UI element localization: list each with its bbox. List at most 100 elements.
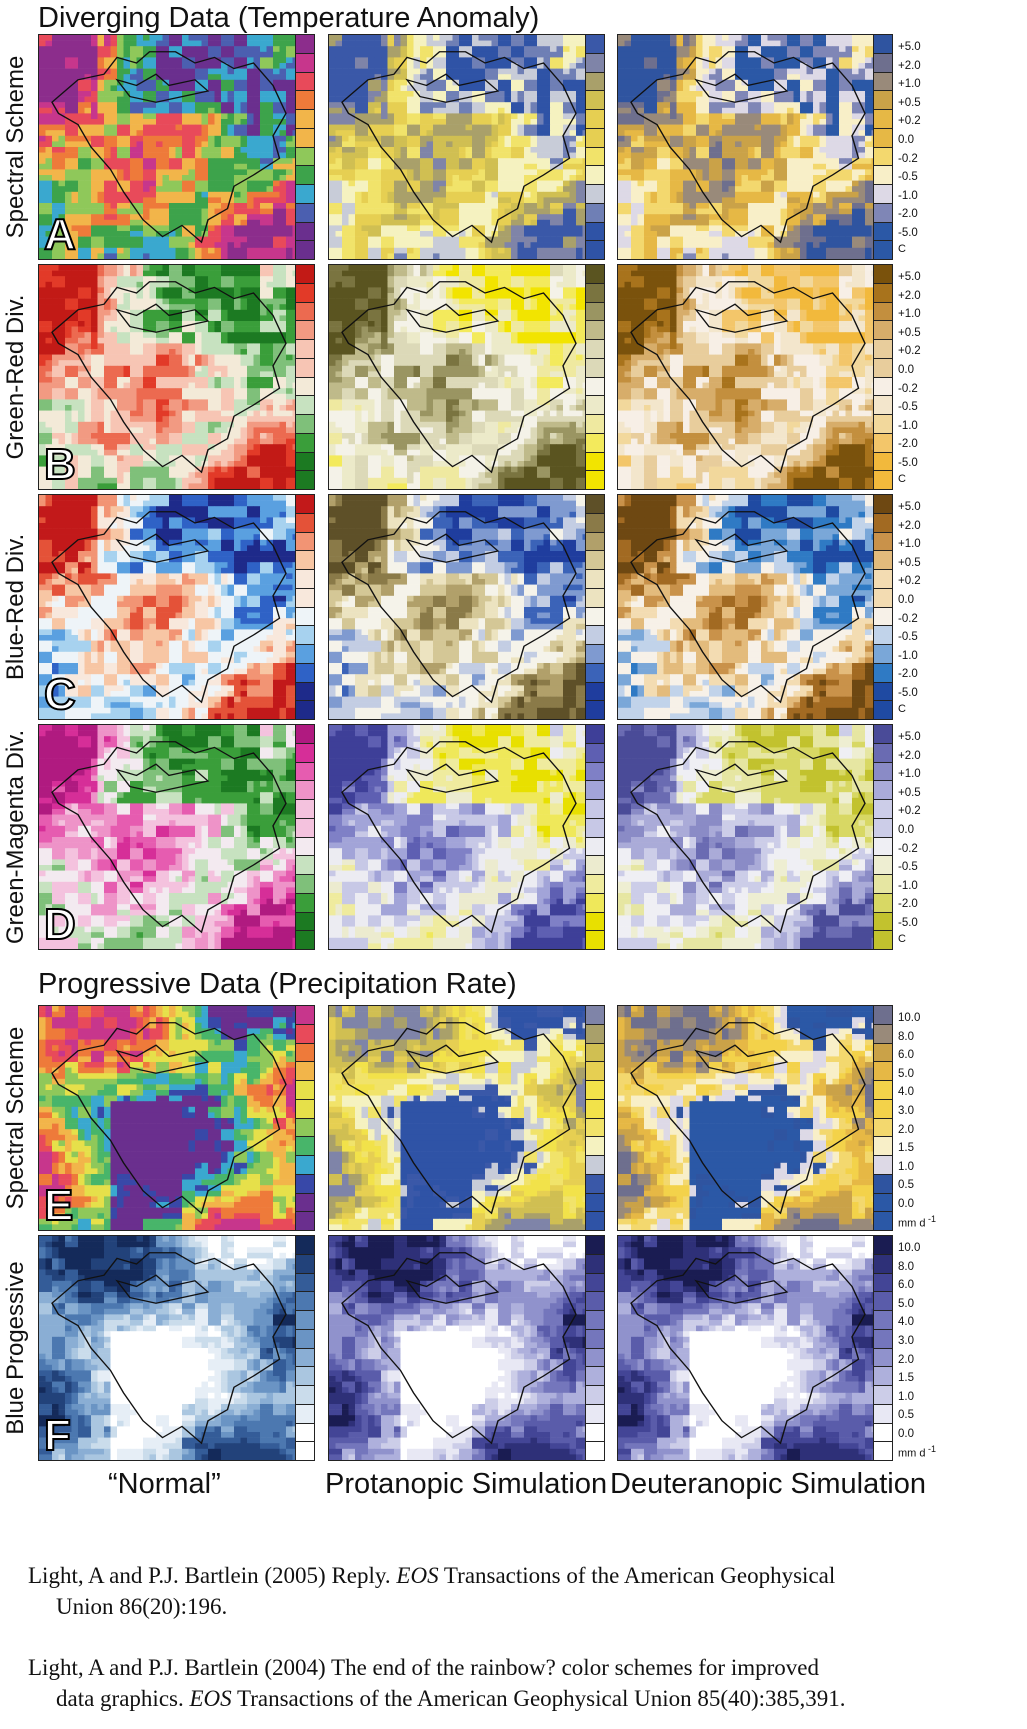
color-swatch	[874, 931, 892, 949]
color-swatch	[874, 588, 892, 608]
color-swatch	[296, 875, 314, 894]
coastline	[341, 1252, 577, 1445]
coastline	[51, 1252, 287, 1445]
color-swatch	[586, 1193, 604, 1213]
color-swatch	[586, 682, 604, 702]
color-swatch	[874, 321, 892, 340]
color-bar-protan	[585, 264, 605, 490]
color-swatch	[586, 513, 604, 533]
color-swatch	[296, 663, 314, 683]
color-swatch	[296, 53, 314, 73]
map-raster	[39, 1006, 299, 1230]
legend-tick-label: 2.0	[898, 1351, 958, 1370]
color-swatch	[874, 856, 892, 875]
legend-tick-label: 10.0	[898, 1009, 958, 1028]
column-label-protanopic: Protanopic Simulation	[325, 1468, 607, 1501]
color-swatch	[874, 53, 892, 73]
color-swatch	[296, 1099, 314, 1119]
color-swatch	[586, 701, 604, 719]
row-label: Green-Magenta Div.	[0, 724, 34, 950]
legend-tick-label: -2.0	[898, 895, 958, 914]
color-swatch	[586, 302, 604, 322]
legend-ticks: +5.0 +2.0 +1.0 +0.5 +0.2 0.0 -0.2 -0.5 -1.0 -2.0-…	[898, 38, 958, 243]
legend-unit: C	[898, 933, 906, 945]
color-swatch	[586, 1442, 604, 1460]
legend-ticks: 10.0 8.0 6.0 5.0 4.0 3.0 2.0 1.5 1.0 0.5 0.0	[898, 1009, 958, 1214]
color-swatch	[296, 471, 314, 489]
color-swatch	[586, 607, 604, 627]
panel-row-f: Blue Progessive F 10.0 8.0 6.0 5.0 4.0 3.0 2.0 1.…	[0, 1235, 1027, 1461]
color-bar-normal	[295, 494, 315, 720]
color-swatch	[874, 415, 892, 434]
color-swatch	[296, 452, 314, 472]
legend-tick-label: 10.0	[898, 1239, 958, 1258]
color-swatch	[874, 837, 892, 857]
color-swatch	[296, 1292, 314, 1311]
map-raster	[329, 1236, 589, 1460]
map-raster	[618, 495, 878, 719]
legend-tick-label: -0.5	[898, 168, 958, 187]
color-swatch	[296, 321, 314, 340]
color-swatch	[874, 1099, 892, 1119]
row-label: Spectral Scheme	[0, 34, 34, 260]
map-raster	[329, 1006, 589, 1230]
color-swatch	[586, 1367, 604, 1386]
legend-unit: C	[898, 243, 906, 255]
legend-tick-label: -5.0	[898, 684, 958, 703]
color-bar-normal	[295, 1235, 315, 1461]
legend-tick-label: +0.5	[898, 324, 958, 343]
color-swatch	[586, 1329, 604, 1349]
color-swatch	[874, 203, 892, 223]
color-swatch	[874, 1236, 892, 1255]
color-swatch	[296, 1043, 314, 1063]
color-swatch	[296, 110, 314, 129]
coastline	[630, 1252, 866, 1445]
legend-tick-label: 0.0	[898, 131, 958, 150]
color-bar-deutan	[873, 264, 893, 490]
color-swatch	[586, 203, 604, 223]
color-swatch	[586, 265, 604, 284]
color-swatch	[586, 781, 604, 800]
legend-ticks: +5.0 +2.0 +1.0 +0.5 +0.2 0.0 -0.2 -0.5 -1.0 -2.0-…	[898, 268, 958, 473]
color-swatch	[874, 1367, 892, 1386]
map-deutan	[617, 34, 879, 260]
color-swatch	[296, 1212, 314, 1230]
legend-tick-label: 0.0	[898, 361, 958, 380]
color-swatch	[586, 588, 604, 608]
color-bar-normal	[295, 1005, 315, 1231]
map-normal: D	[38, 724, 300, 950]
color-swatch	[296, 1348, 314, 1368]
coastline	[630, 51, 866, 244]
color-swatch	[296, 128, 314, 148]
panel-letter: A	[43, 212, 77, 258]
color-swatch	[874, 875, 892, 894]
legend-tick-label: -1.0	[898, 417, 958, 436]
color-bar-deutan	[873, 1235, 893, 1461]
map-protan	[328, 1005, 590, 1231]
color-swatch	[586, 321, 604, 340]
panel-row-e: Spectral Scheme E 10.0 8.0 6.0 5.0 4.0 3.0 2.0 1.…	[0, 1005, 1027, 1231]
color-swatch	[296, 1081, 314, 1100]
map-raster	[39, 495, 299, 719]
legend-tick-label: 5.0	[898, 1295, 958, 1314]
color-bar-normal	[295, 34, 315, 260]
color-swatch	[296, 837, 314, 857]
color-swatch	[296, 743, 314, 763]
map-deutan	[617, 724, 879, 950]
color-swatch	[296, 91, 314, 110]
color-swatch	[296, 203, 314, 223]
coastline	[630, 511, 866, 704]
color-swatch	[586, 931, 604, 949]
color-swatch	[586, 222, 604, 242]
color-swatch	[874, 1043, 892, 1063]
color-swatch	[874, 1137, 892, 1156]
color-swatch	[874, 626, 892, 645]
legend-tick-label: +5.0	[898, 498, 958, 517]
coastline	[341, 741, 577, 934]
color-swatch	[586, 241, 604, 259]
color-swatch	[874, 166, 892, 185]
legend-tick-label: +2.0	[898, 57, 958, 76]
legend-tick-label: +2.0	[898, 517, 958, 536]
color-bar-protan	[585, 1005, 605, 1231]
color-swatch	[296, 1118, 314, 1138]
